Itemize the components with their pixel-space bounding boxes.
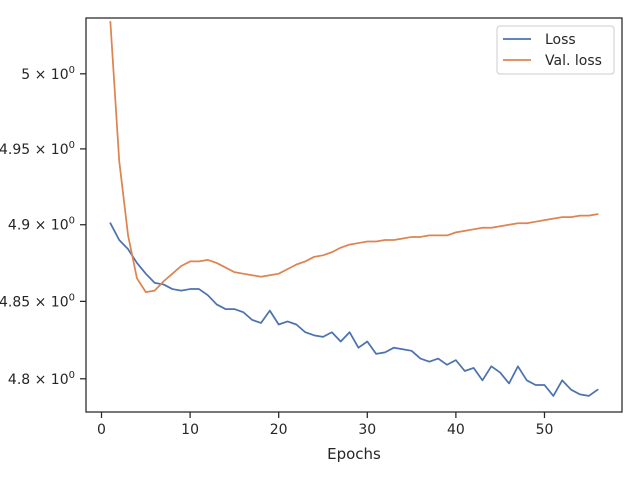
x-tick-label: 20 (270, 422, 288, 438)
legend-box (496, 25, 615, 75)
legend: Loss Val. loss (496, 25, 615, 75)
legend-label-loss: Loss (545, 32, 576, 48)
plot-area (85, 17, 623, 413)
x-tick-label: 10 (181, 422, 199, 438)
series-line-val-loss (109, 20, 599, 294)
series-line-loss (109, 222, 599, 397)
y-tick-label: 4.85 × 100 (0, 292, 75, 310)
x-tick-label: 0 (97, 422, 106, 438)
x-tick-label: 30 (358, 422, 376, 438)
x-tick-label: 50 (536, 422, 554, 438)
x-tick-label: 40 (447, 422, 465, 438)
legend-label-val-loss: Val. loss (545, 53, 602, 69)
x-axis: 0 10 20 30 40 50 (97, 412, 553, 438)
y-tick-label: 5 × 100 (21, 65, 75, 83)
x-axis-label: Epochs (327, 445, 381, 463)
y-tick-label: 4.9 × 100 (8, 216, 75, 234)
y-axis: 4.8 × 100 4.85 × 100 4.9 × 100 4.95 × 100 5 … (0, 65, 86, 388)
y-tick-label: 4.95 × 100 (0, 140, 75, 158)
y-tick-label: 4.8 × 100 (8, 370, 75, 388)
series-lines (109, 20, 599, 397)
